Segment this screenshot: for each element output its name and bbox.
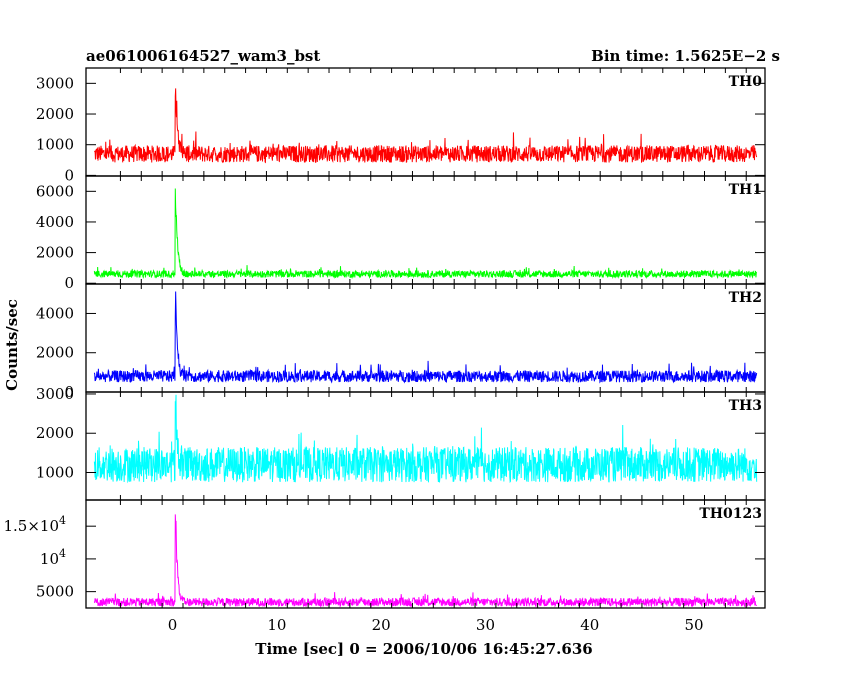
panel-th0: 0 1000 2000 3000 TH0 [36, 67, 766, 184]
panel-th3: 1000 2000 3000 TH3 [36, 385, 766, 501]
y-tick-label: 0 [64, 166, 74, 184]
panel-frame [85, 499, 766, 609]
y-tick-label: 0 [64, 383, 74, 401]
x-tick-label: 40 [580, 616, 599, 634]
y-tick-label: 3000 [36, 74, 74, 92]
y-tick-label: 2000 [36, 244, 74, 262]
panel-label-th1: TH1 [729, 182, 762, 198]
series-line-th3 [93, 394, 758, 484]
chart-title: ae061006164527_wam3_bst [86, 47, 320, 65]
y-tick-label: 2000 [36, 424, 74, 442]
x-axis: 0 10 20 30 40 50 [168, 616, 704, 634]
y-tick-label: 1000 [36, 136, 74, 154]
panel-th0123: 5000 104 1.5×104 TH0123 [3, 499, 766, 609]
y-tick-label: 5000 [36, 583, 74, 601]
y-tick-label: 2000 [36, 344, 74, 362]
y-tick-label: 4000 [36, 304, 74, 322]
series-line-th0123 [93, 514, 758, 608]
y-tick-label: 2000 [36, 105, 74, 123]
series-line-th1 [93, 188, 758, 280]
panel-label-th2: TH2 [729, 290, 762, 306]
y-tick-label: 104 [40, 547, 66, 568]
panel-th2: 0 2000 4000 TH2 [36, 283, 766, 401]
x-tick-label: 30 [476, 616, 495, 634]
y-tick-label: 1000 [36, 464, 74, 482]
panel-label-th0: TH0 [729, 74, 763, 90]
x-tick-label: 50 [685, 616, 704, 634]
panel-th1: 0 2000 4000 6000 TH1 [36, 175, 766, 292]
x-tick-label: 20 [372, 616, 391, 634]
y-tick-label: 1.5×104 [3, 514, 66, 535]
y-tick-label: 4000 [36, 213, 74, 231]
y-axis-title: Counts/sec [3, 299, 21, 391]
series-line-th0 [93, 88, 758, 164]
y-tick-label: 3000 [36, 385, 74, 403]
bin-time-label: Bin time: 1.5625E−2 s [591, 47, 780, 65]
panel-label-th0123: TH0123 [699, 506, 762, 522]
panel-frame [85, 391, 766, 501]
x-axis-title: Time [sec] 0 = 2006/10/06 16:45:27.636 [255, 640, 592, 658]
x-tick-label: 10 [267, 616, 286, 634]
y-tick-label: 6000 [36, 182, 74, 200]
y-tick-label: 0 [64, 274, 74, 292]
series-line-th2 [93, 291, 758, 384]
panel-label-th3: TH3 [729, 398, 762, 414]
x-tick-label: 0 [168, 616, 178, 634]
panel-frame [85, 175, 766, 285]
panels-group: 0 1000 2000 3000 TH0 0 2000 4000 6000 TH1 0 2000 400… [3, 67, 766, 609]
panel-frame [85, 67, 766, 177]
